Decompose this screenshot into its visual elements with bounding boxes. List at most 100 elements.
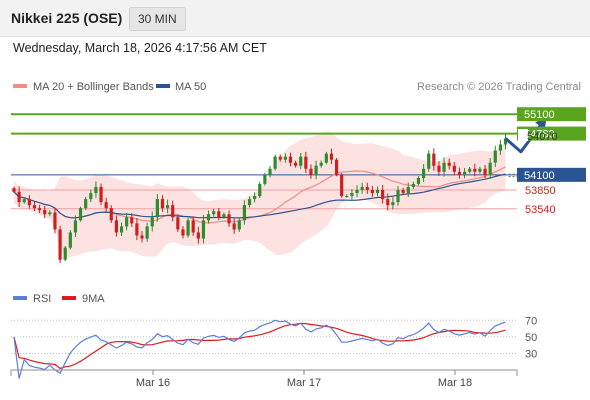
candle <box>283 153 287 163</box>
candle-body <box>32 205 37 209</box>
candle-body <box>166 205 170 209</box>
candle-body <box>242 205 246 221</box>
candle <box>493 145 497 168</box>
candle <box>447 158 451 170</box>
candle <box>160 195 165 212</box>
candle-body <box>63 247 67 260</box>
candle-body <box>503 138 508 145</box>
timeframe-button[interactable]: 30 MIN <box>129 7 186 31</box>
legend-ma20-swatch <box>13 84 27 88</box>
candle-body <box>247 199 252 206</box>
price-level-labels: 55100 54780 54100 53850 53540 <box>517 107 586 216</box>
candle-body <box>186 220 190 236</box>
level-label-53540: 53540 <box>525 204 556 216</box>
candle <box>140 231 144 243</box>
candle-body <box>58 229 62 260</box>
candle-body <box>437 165 441 172</box>
candle <box>314 160 318 180</box>
candle <box>247 196 252 208</box>
candle <box>401 187 405 195</box>
x-label: Mar 16 <box>136 377 170 389</box>
candle <box>319 160 323 168</box>
candle-body <box>473 168 477 172</box>
candle <box>17 186 21 208</box>
candle <box>145 222 149 242</box>
candle <box>457 167 462 179</box>
candle-body <box>299 156 303 166</box>
candle <box>462 167 467 179</box>
candle-body <box>381 190 385 200</box>
candle-body <box>160 199 165 209</box>
candle <box>396 185 400 206</box>
candle <box>201 214 206 244</box>
candle-body <box>125 217 129 227</box>
candle <box>212 208 216 217</box>
candles <box>12 132 508 263</box>
candle-body <box>135 223 139 236</box>
candle-body <box>432 153 436 166</box>
candle-body <box>212 211 216 215</box>
level-tag-54780 <box>517 126 586 141</box>
candle <box>38 204 42 214</box>
candle <box>232 218 236 234</box>
legend-ma50-label: MA 50 <box>175 81 206 93</box>
candle <box>237 217 241 232</box>
candle-body <box>422 168 426 178</box>
candle-body <box>483 168 487 175</box>
candle-body <box>314 165 318 175</box>
candle-body <box>222 214 226 218</box>
candle <box>406 182 410 198</box>
candle <box>155 194 159 222</box>
candle <box>365 182 369 194</box>
candle <box>258 181 262 198</box>
candle-body <box>43 210 47 215</box>
candle-body <box>145 226 149 239</box>
candle-body <box>304 156 308 169</box>
candle <box>503 132 508 150</box>
candle-body <box>53 212 57 230</box>
candle <box>381 184 385 204</box>
candle <box>386 193 390 211</box>
candle <box>350 188 354 200</box>
candle-body <box>206 214 211 221</box>
candle-body <box>73 220 78 233</box>
candle <box>242 200 246 225</box>
candle <box>171 200 175 222</box>
candle <box>186 217 190 238</box>
candle-body <box>114 220 118 233</box>
candle <box>109 205 113 223</box>
candle-body <box>334 159 339 175</box>
candle-body <box>68 232 72 248</box>
candle-body <box>119 226 124 233</box>
candle-body <box>217 211 221 218</box>
level-tag-55100 <box>517 107 586 122</box>
legend-rsi-swatch <box>13 296 27 300</box>
rsi-line <box>13 319 506 379</box>
candle-body <box>350 193 354 197</box>
x-label: Mar 18 <box>438 377 472 389</box>
rsi-level-label-30: 30 <box>525 349 537 361</box>
candle-body <box>273 156 277 169</box>
candle-body <box>48 212 52 215</box>
candle-body <box>104 202 108 209</box>
candle <box>63 245 67 262</box>
moving-averages <box>13 166 506 224</box>
candle <box>432 148 436 171</box>
candle <box>94 181 98 198</box>
candle <box>43 205 47 219</box>
candle-body <box>130 217 134 224</box>
current-price-label: 54070 <box>527 131 558 143</box>
candle-body <box>386 199 390 206</box>
candle-body <box>370 190 374 194</box>
candle-body <box>237 220 241 230</box>
candle <box>340 172 344 198</box>
candle <box>437 161 441 176</box>
candle-body <box>340 174 344 197</box>
candle <box>309 164 313 179</box>
candle <box>391 197 395 210</box>
candle <box>176 214 180 232</box>
candle <box>416 176 421 186</box>
candle-body <box>355 190 359 194</box>
candle-body <box>109 208 113 221</box>
candle-body <box>191 220 195 233</box>
